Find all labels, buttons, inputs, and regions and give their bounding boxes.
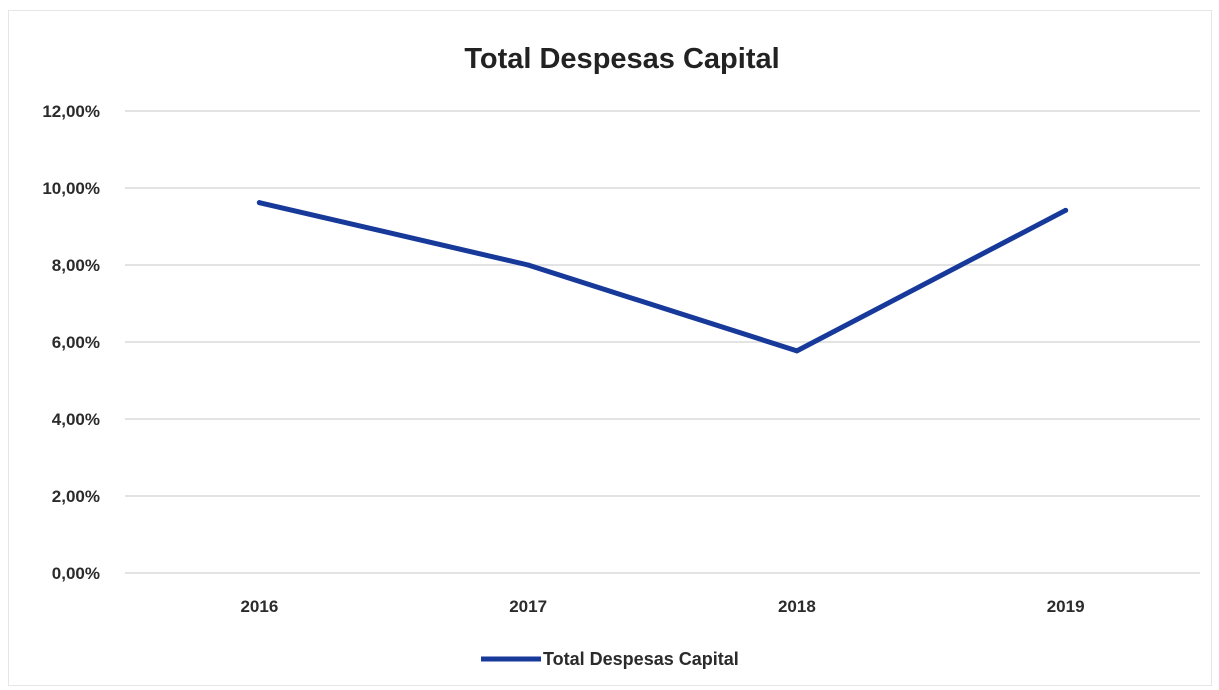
data-point (1063, 207, 1069, 213)
y-tick-label: 8,00% (52, 256, 100, 275)
x-axis-ticks: 2016 2017 2018 2019 (240, 597, 1084, 616)
y-tick-label: 4,00% (52, 410, 100, 429)
chart-title: Total Despesas Capital (464, 43, 779, 75)
data-point (256, 200, 262, 206)
y-tick-label: 10,00% (42, 179, 100, 198)
y-tick-label: 12,00% (42, 102, 100, 121)
y-axis-ticks: 0,00% 2,00% 4,00% 6,00% 8,00% 10,00% 12,00% (42, 102, 100, 583)
y-tick-label: 2,00% (52, 487, 100, 506)
x-tick-label: 2018 (778, 597, 816, 616)
y-tick-label: 6,00% (52, 333, 100, 352)
series-lines (256, 200, 1069, 354)
gridlines (125, 110, 1200, 574)
x-tick-label: 2017 (509, 597, 547, 616)
data-point (525, 262, 531, 268)
legend: Total Despesas Capital (481, 649, 739, 669)
y-tick-label: 0,00% (52, 564, 100, 583)
series-line (256, 200, 1069, 354)
data-point (794, 348, 800, 354)
x-tick-label: 2019 (1047, 597, 1085, 616)
x-tick-label: 2016 (240, 597, 278, 616)
legend-label: Total Despesas Capital (543, 649, 739, 669)
